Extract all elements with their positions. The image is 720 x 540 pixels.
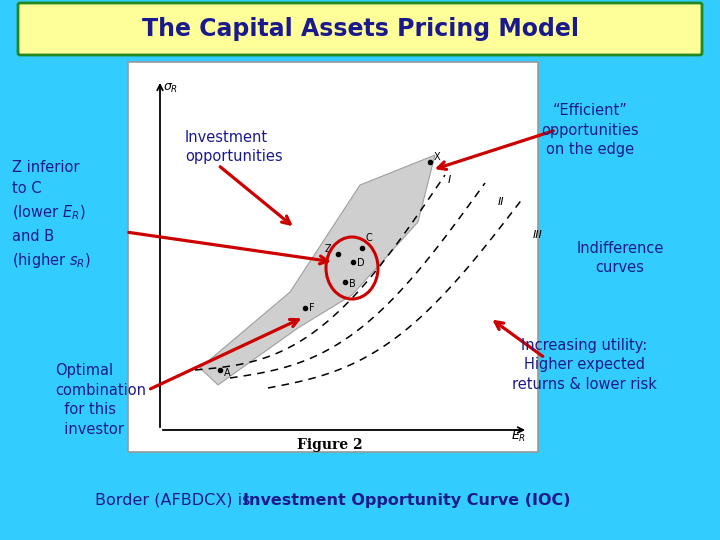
Text: F: F — [309, 303, 315, 313]
Text: Investment
opportunities: Investment opportunities — [185, 130, 283, 164]
Text: $E_R$: $E_R$ — [511, 429, 526, 444]
Text: Investment Opportunity Curve (IOC): Investment Opportunity Curve (IOC) — [243, 492, 570, 508]
Text: Figure 2: Figure 2 — [297, 438, 363, 452]
Text: B: B — [349, 279, 356, 289]
Text: A: A — [224, 368, 230, 378]
Text: III: III — [533, 230, 543, 240]
Text: “Efficient”
opportunities
on the edge: “Efficient” opportunities on the edge — [541, 103, 639, 157]
Text: $\sigma_R$: $\sigma_R$ — [163, 82, 178, 95]
Text: I: I — [448, 175, 451, 185]
Text: D: D — [357, 258, 364, 268]
Text: Indifference
curves: Indifference curves — [576, 241, 664, 275]
Text: II: II — [498, 197, 505, 207]
Text: Z: Z — [325, 244, 332, 254]
Text: Z inferior
to C
(lower $E_R$)
and B
(higher $s_R$): Z inferior to C (lower $E_R$) and B (hig… — [12, 160, 91, 271]
Text: The Capital Assets Pricing Model: The Capital Assets Pricing Model — [142, 17, 578, 41]
Bar — [128, 62, 538, 452]
Text: X: X — [434, 152, 441, 162]
FancyBboxPatch shape — [18, 3, 702, 55]
Text: Increasing utility:
Higher expected
returns & lower risk: Increasing utility: Higher expected retu… — [512, 338, 657, 392]
Text: C: C — [366, 233, 373, 243]
Polygon shape — [200, 155, 435, 385]
Text: Border (AFBDCX) is: Border (AFBDCX) is — [95, 492, 256, 508]
Text: Optimal
combination
  for this
  investor: Optimal combination for this investor — [55, 363, 146, 437]
